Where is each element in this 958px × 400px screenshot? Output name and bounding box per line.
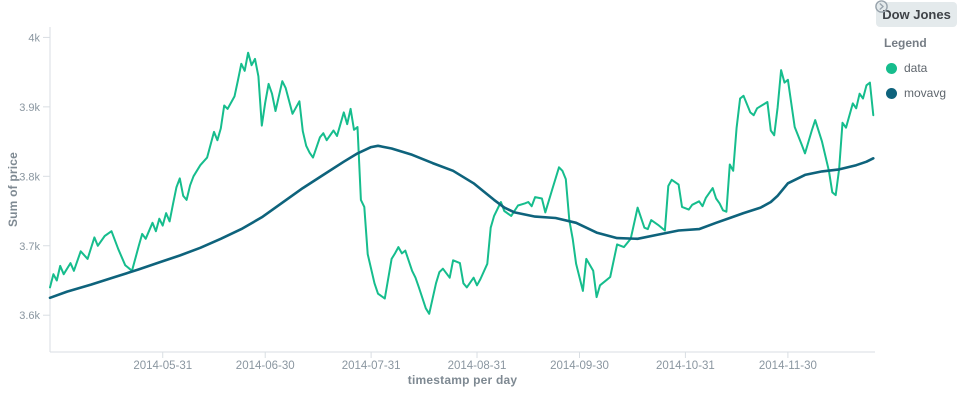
x-tick-label: 2014-08-31 bbox=[448, 360, 507, 372]
legend-label-movavg: movavg bbox=[904, 86, 947, 100]
x-axis-title: timestamp per day bbox=[407, 373, 518, 387]
legend-item-data[interactable]: data bbox=[886, 61, 958, 75]
legend-swatch-data[interactable] bbox=[886, 62, 897, 74]
y-tick-label: 4k bbox=[28, 32, 40, 44]
y-tick-label: 3.9k bbox=[19, 102, 40, 114]
x-tick-label: 2014-09-30 bbox=[550, 360, 609, 372]
legend-swatch-movavg[interactable] bbox=[886, 87, 897, 99]
legend-heading-row: Legend bbox=[875, 0, 958, 50]
legend-panel: Dow Jones Legend data movavg bbox=[875, 0, 958, 400]
panel-title: Dow Jones bbox=[876, 2, 957, 27]
legend-heading: Legend bbox=[884, 36, 927, 50]
x-tick-label: 2014-06-30 bbox=[236, 360, 295, 372]
legend-label-data: data bbox=[904, 61, 928, 75]
x-tick-label: 2014-11-30 bbox=[759, 360, 817, 372]
x-tick-label: 2014-10-31 bbox=[656, 360, 715, 372]
legend-item-movavg[interactable]: movavg bbox=[886, 86, 958, 100]
series-line-movavg[interactable] bbox=[48, 144, 875, 300]
x-tick-label: 2014-07-31 bbox=[342, 360, 401, 372]
series-line-data[interactable] bbox=[49, 51, 875, 315]
chevron-right-circle-icon[interactable] bbox=[875, 0, 945, 50]
x-tick-label: 2014-05-31 bbox=[133, 360, 192, 372]
y-axis-title: Sum of price bbox=[6, 151, 20, 228]
y-tick-label: 3.6k bbox=[19, 310, 40, 322]
y-tick-label: 3.7k bbox=[19, 241, 40, 253]
y-tick-label: 3.8k bbox=[19, 171, 40, 183]
